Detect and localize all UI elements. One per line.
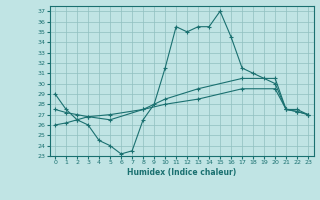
X-axis label: Humidex (Indice chaleur): Humidex (Indice chaleur) xyxy=(127,168,236,177)
